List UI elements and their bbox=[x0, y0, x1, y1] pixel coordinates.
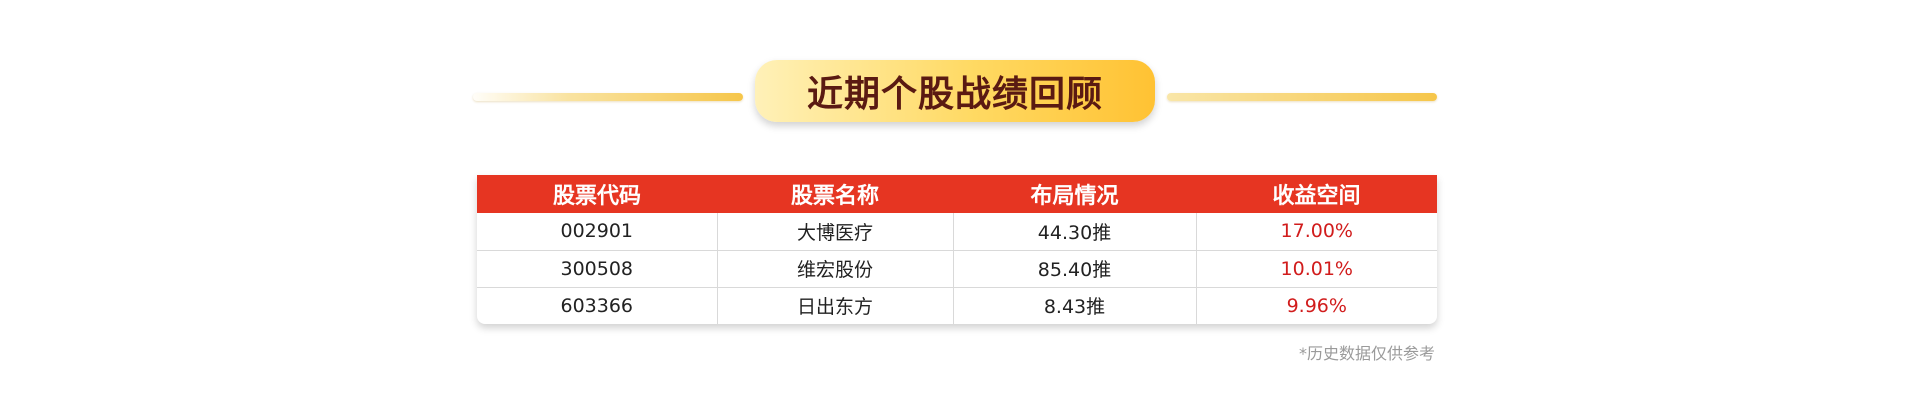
header-stock-code: 股票代码 bbox=[552, 184, 641, 209]
stock-code-cell: 603366 bbox=[477, 287, 717, 324]
return-cell: 10.01% bbox=[1195, 250, 1437, 288]
title-decoration-left bbox=[473, 93, 743, 101]
performance-table-card: 股票代码 股票名称 布局情况 收益空间 002901 大博医疗 44.30推 1… bbox=[477, 175, 1437, 324]
stock-code-cell: 002901 bbox=[477, 213, 717, 251]
layout-cell: 44.30推 bbox=[952, 213, 1196, 251]
disclaimer-footnote: *历史数据仅供参考 bbox=[1298, 344, 1435, 363]
header-layout: 布局情况 bbox=[1030, 184, 1119, 209]
performance-table: 股票代码 股票名称 布局情况 收益空间 002901 大博医疗 44.30推 1… bbox=[477, 175, 1437, 324]
header-return: 收益空间 bbox=[1272, 184, 1361, 209]
stock-name-cell: 大博医疗 bbox=[716, 213, 953, 251]
stock-name-cell: 维宏股份 bbox=[716, 250, 953, 288]
table-header-row: 股票代码 股票名称 布局情况 收益空间 bbox=[477, 175, 1437, 213]
layout-cell: 85.40推 bbox=[952, 250, 1196, 288]
title-decoration-right bbox=[1167, 93, 1437, 101]
stock-name-cell: 日出东方 bbox=[716, 287, 953, 324]
return-cell: 17.00% bbox=[1195, 213, 1437, 251]
table-row: 002901 大博医疗 44.30推 17.00% bbox=[477, 213, 1437, 251]
title-banner: 近期个股战绩回顾 bbox=[755, 60, 1155, 122]
header-stock-name: 股票名称 bbox=[790, 184, 879, 209]
table-row: 300508 维宏股份 85.40推 10.01% bbox=[477, 250, 1437, 288]
page-title: 近期个股战绩回顾 bbox=[806, 74, 1103, 115]
return-cell: 9.96% bbox=[1195, 287, 1437, 324]
layout-cell: 8.43推 bbox=[952, 287, 1196, 324]
stock-code-cell: 300508 bbox=[477, 250, 717, 288]
table-row: 603366 日出东方 8.43推 9.96% bbox=[477, 287, 1437, 324]
